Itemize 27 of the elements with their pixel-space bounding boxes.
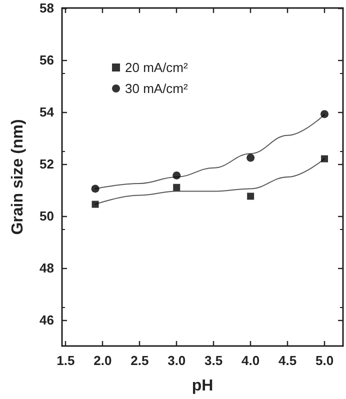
x-tick-label: 1.5: [56, 353, 75, 368]
x-tick-label: 5.0: [315, 353, 334, 368]
x-tick-label: 2.5: [130, 353, 149, 368]
y-tick-label: 46: [40, 312, 54, 328]
x-tick-label: 4.5: [278, 353, 297, 368]
x-tick-label: 3.0: [168, 353, 186, 368]
point: [247, 192, 254, 200]
x-tick-label: 3.5: [204, 353, 223, 368]
legend-label: 30 mA/cm²: [125, 81, 189, 96]
y-tick-label: 56: [40, 52, 54, 68]
point: [320, 110, 329, 118]
point: [173, 184, 180, 191]
point: [172, 171, 181, 180]
y-tick-label: 50: [40, 208, 54, 224]
point: [92, 200, 99, 208]
y-tick-label: 52: [40, 156, 54, 172]
y-tick-label: 58: [40, 0, 54, 16]
y-axis-title: Grain size (nm): [10, 119, 26, 235]
point: [91, 184, 100, 193]
x-tick-label: 4.0: [242, 353, 260, 368]
x-axis-title: pH: [192, 378, 214, 394]
legend-label: 20 mA/cm²: [125, 60, 189, 75]
point: [246, 154, 255, 162]
y-tick-label: 48: [40, 260, 54, 276]
point: [321, 155, 328, 162]
x-tick-label: 2.0: [94, 353, 112, 368]
y-tick-label: 54: [40, 104, 55, 120]
